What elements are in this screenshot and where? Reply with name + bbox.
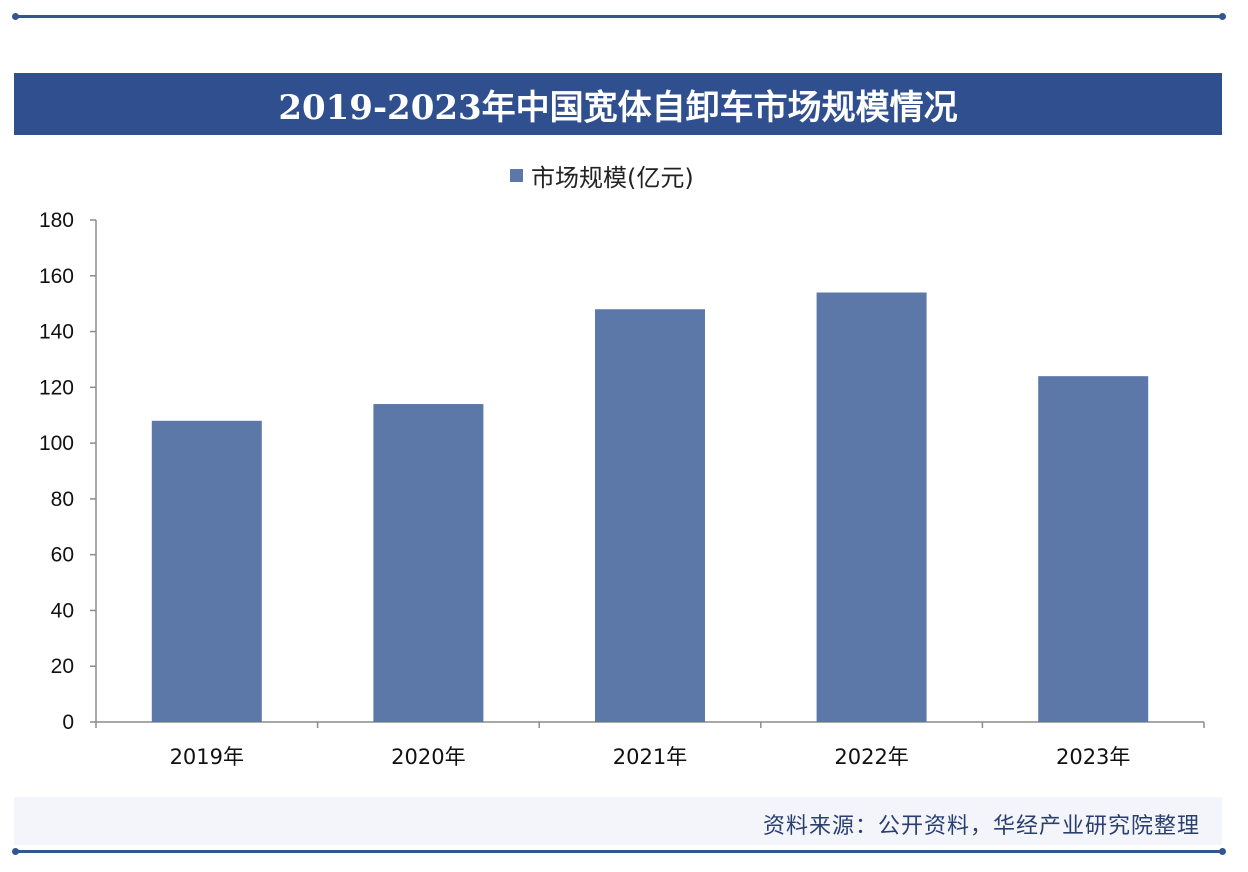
- bar: [816, 292, 927, 722]
- legend-label: 市场规模(亿元): [531, 163, 694, 192]
- bar: [373, 404, 484, 722]
- source-note: 资料来源：公开资料，华经产业研究院整理: [762, 814, 1200, 839]
- x-category-label: 2023年: [1056, 745, 1130, 769]
- bar: [1038, 376, 1149, 722]
- chart-title: 2019-2023年中国宽体自卸车市场规模情况: [278, 87, 958, 128]
- y-tick-label: 40: [51, 599, 74, 622]
- y-tick-label: 120: [39, 376, 74, 399]
- y-tick-label: 60: [51, 544, 74, 567]
- x-category-label: 2022年: [834, 745, 908, 769]
- y-tick-label: 160: [39, 265, 74, 288]
- y-tick-label: 180: [39, 209, 74, 232]
- y-tick-label: 100: [39, 432, 74, 455]
- bar: [151, 420, 262, 722]
- y-tick-label: 20: [51, 655, 74, 678]
- x-category-label: 2020年: [391, 745, 465, 769]
- legend: 市场规模(亿元): [510, 158, 694, 192]
- x-category-label: 2019年: [170, 745, 244, 769]
- bottom-border-line: [12, 848, 1226, 855]
- top-border-line: [12, 13, 1226, 20]
- legend-swatch: [510, 168, 523, 182]
- footer-band: [14, 797, 1222, 845]
- y-tick-label: 140: [39, 321, 74, 344]
- y-tick-label: 0: [62, 711, 74, 734]
- y-tick-label: 80: [51, 488, 74, 511]
- x-category-label: 2021年: [613, 745, 687, 769]
- title-banner: 2019-2023年中国宽体自卸车市场规模情况: [14, 73, 1222, 135]
- bar: [595, 309, 705, 722]
